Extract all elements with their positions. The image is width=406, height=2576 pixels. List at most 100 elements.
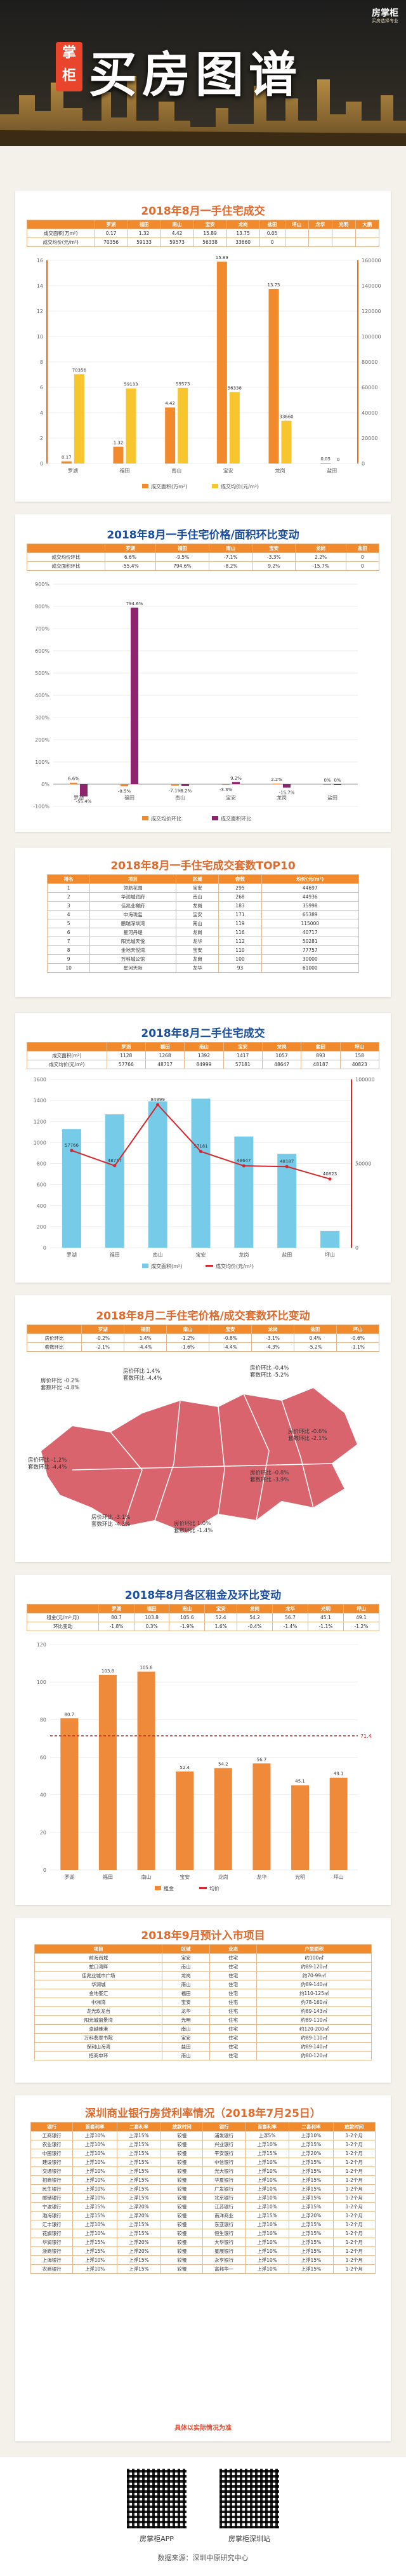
table-cell: 上浮20% <box>116 2238 162 2247</box>
city-skyline <box>0 76 406 146</box>
table-header-row: 项目 区域 业态 户型面积 <box>34 1944 372 1954</box>
table-cell: 南洋商业 <box>202 2211 246 2220</box>
bar-price-change <box>171 784 179 786</box>
column-header: 福田 <box>145 1042 185 1051</box>
table-cell: 13.75 <box>226 229 260 238</box>
section-upcoming-projects: 2018年9月预计入市项目 项目 区域 业态 户型面积 前海尚城 宝安 住宅 约100㎡ 蛇口湾… <box>15 1918 391 2083</box>
data-label: 56.7 <box>257 1757 267 1762</box>
bar-price <box>74 374 84 464</box>
column-header: 大鹏 <box>355 220 380 229</box>
bar-area-change <box>181 784 189 786</box>
table-cell: 南山 <box>176 892 219 902</box>
column-header: 业态 <box>209 1944 258 1954</box>
bar-price-change <box>222 784 230 785</box>
section-mortgage-rates: 深圳商业银行房贷利率情况（2018年7月25日） 银行 首套利率 二套利率 放款时间银… <box>15 2095 391 2441</box>
table-cell <box>355 237 380 247</box>
table-cell: 上浮15% <box>289 2184 334 2194</box>
table-cell: 112 <box>218 937 262 946</box>
map-callout: 房价环比 -0.2% <box>41 1377 79 1384</box>
column-header: 坪山 <box>284 220 309 229</box>
legend-label: 租金 <box>164 1885 174 1892</box>
table-cell: 115000 <box>261 919 360 928</box>
table-cell: 阳光城丽景湾 <box>34 2015 163 2025</box>
x-tick: 宝安 <box>226 794 236 801</box>
qr-code-site[interactable] <box>219 2469 279 2528</box>
column-header: 坪山 <box>343 1604 380 1613</box>
table-row: 成交均价(元/m²) 57766 48717 84999 57181 48647 48187… <box>27 1060 380 1069</box>
table-cell: -1.8% <box>98 1622 134 1631</box>
x-tick: 福田 <box>103 1874 113 1880</box>
table-cell: 农商银行 <box>30 2264 74 2274</box>
table-cell: 上浮15% <box>116 2184 162 2194</box>
table-cell: 1128 <box>106 1051 146 1060</box>
x-tick: 南山 <box>141 1874 152 1880</box>
section-title: 2018年8月一手住宅成交套数TOP10 <box>110 860 296 872</box>
table-cell: 0.3% <box>133 1622 170 1631</box>
data-label: 49.1 <box>334 1772 344 1777</box>
map-callout: 房价环比 -1.2% <box>28 1457 67 1464</box>
qr-caption-site: 房掌柜深圳站 <box>228 2535 270 2543</box>
bar-rent <box>60 1718 79 1870</box>
legend-label: 成交均价环比 <box>151 815 181 822</box>
table-cell: 宝安 <box>162 2033 210 2043</box>
map-callout: 套数环比 -4.3% <box>91 1521 130 1528</box>
shenzhen-district-map: 房价环比 -0.2%套数环比 -4.8%房价环比 1.4%套数环比 -4.4%房… <box>28 1365 359 1535</box>
column-header: 罗湖 <box>106 1042 146 1051</box>
table-cell: 约89-140㎡ <box>256 2042 372 2052</box>
table-cell: 房价环比 <box>26 1333 82 1343</box>
table-cell: 光大银行 <box>202 2166 246 2176</box>
column-header: 首套利率 <box>244 2122 290 2132</box>
table-row: 金地峯汇 福田 住宅 约110-125㎡ <box>34 1989 372 1998</box>
bar-area <box>277 1154 297 1248</box>
bar-area <box>268 289 279 464</box>
qr-code-app[interactable] <box>127 2469 187 2528</box>
brand-tagline: 买房选择专业 <box>372 18 398 23</box>
table-cell: 招商中环 <box>34 2051 163 2060</box>
table-cell: 约70-99㎡ <box>256 1971 372 1980</box>
table-cell: 上浮10% <box>72 2149 117 2158</box>
table-cell: 龙岗 <box>176 954 219 964</box>
table-row: 招商银行 上浮10% 上浮15% 较慢 华夏银行 上浮10% 上浮15% 1-2个月 <box>30 2175 376 2185</box>
column-header: 罗湖 <box>105 544 156 553</box>
table-cell: 汇丰银行 <box>30 2220 74 2229</box>
column-header <box>26 1325 82 1334</box>
table-row: 龙光玖龙台 龙华 住宅 约89-143㎡ <box>34 2006 372 2016</box>
table-cell: 上浮10% <box>244 2184 290 2194</box>
section-title: 深圳商业银行房贷利率情况（2018年7月25日） <box>85 2107 321 2120</box>
data-label: 794.6% <box>126 601 143 606</box>
table-cell: 蛇口湾畔 <box>34 1962 163 1972</box>
column-header: 龙岗 <box>295 544 346 553</box>
header-banner: 房掌柜 买房选择专业 掌柜 买房图谱 <box>0 0 406 146</box>
x-tick: 龙岗 <box>239 1251 249 1258</box>
table-cell: 龙华 <box>176 963 219 973</box>
y-tick-right: 20000 <box>362 436 377 441</box>
mortgage-rates-table: 银行 首套利率 二套利率 放款时间 银行 首套利率 二套利率 放款时间 工商银行 上浮10% 上浮1… <box>30 2122 376 2274</box>
map-callout: 套数环比 -4.8% <box>41 1384 79 1391</box>
table-cell: -3.3% <box>252 552 296 562</box>
y-tick-left: 600 <box>37 1182 46 1188</box>
table-row: 汇丰银行 上浮10% 上浮15% 较慢 东亚银行 上浮10% 上浮15% 1-2个月 <box>30 2220 376 2229</box>
x-tick: 南山 <box>153 1251 163 1258</box>
bar-area <box>191 1098 211 1248</box>
table-cell: 2 <box>46 892 91 902</box>
legend-swatch <box>142 816 148 820</box>
table-cell: 上浮10% <box>244 2255 290 2265</box>
table-cell: 前海尚城 <box>34 1953 163 1963</box>
bar-area <box>234 1136 254 1248</box>
y-tick-right: 40000 <box>362 410 377 416</box>
table-cell: 上浮15% <box>289 2175 334 2185</box>
bar-price <box>126 388 136 464</box>
table-cell: 成交面积(m²) <box>27 1051 107 1060</box>
district-border <box>154 1399 181 1521</box>
table-row: 宁波银行 上浮15% 上浮20% 较慢 江苏银行 上浮10% 上浮15% 1-2个月 <box>30 2202 376 2212</box>
table-row: 华润城 南山 住宅 约89-140㎡ <box>34 1980 372 1989</box>
table-cell: 2.2% <box>295 552 346 562</box>
map-callout: 套数环比 -5.2% <box>250 1371 289 1378</box>
table-cell: 0.17 <box>94 229 128 238</box>
bar-area-change <box>334 784 341 785</box>
brand-logo: 房掌柜 <box>372 8 398 18</box>
table-cell: 较慢 <box>160 2184 204 2194</box>
bar-area <box>320 463 331 464</box>
x-tick: 福田 <box>124 795 134 801</box>
table-cell: 上浮15% <box>72 2238 117 2247</box>
